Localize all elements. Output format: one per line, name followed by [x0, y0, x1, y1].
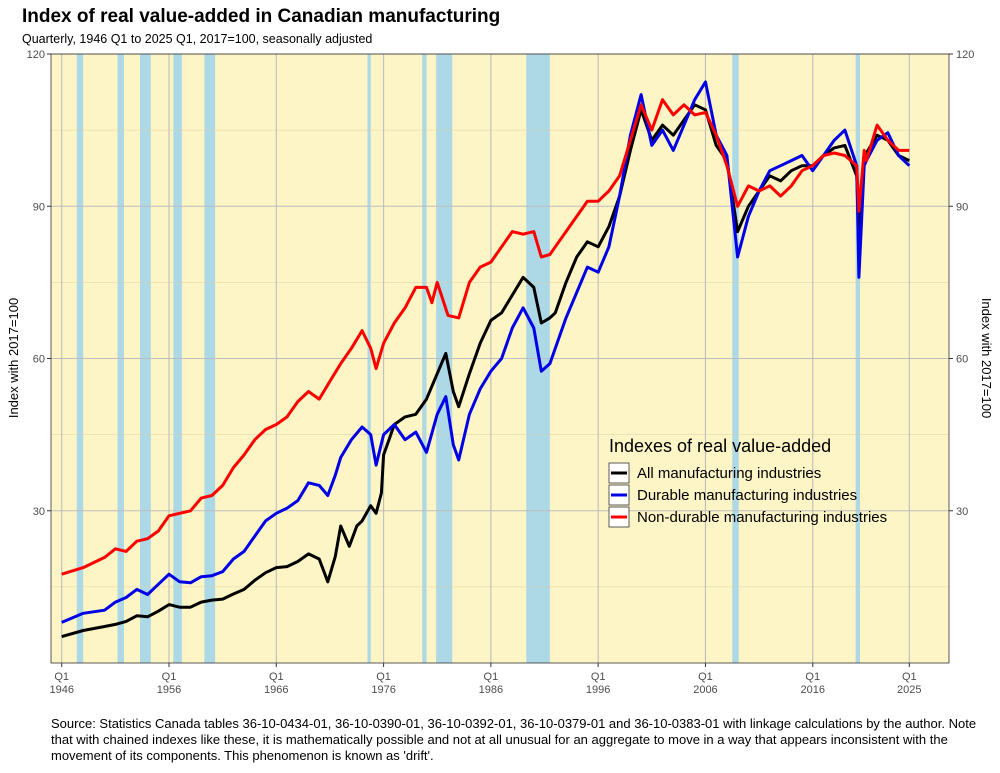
chart-subtitle: Quarterly, 1946 Q1 to 2025 Q1, 2017=100,… [22, 32, 373, 46]
series-line-2 [61, 80, 911, 624]
x-tick-label-quarter: Q1 [591, 671, 606, 683]
y-axis-title-left: Index with 2017=100 [6, 298, 21, 418]
legend: Indexes of real value-added All manufact… [608, 436, 887, 528]
x-tick-label-quarter: Q1 [698, 671, 713, 683]
x-tick-label-year: 2025 [897, 684, 921, 696]
x-tick-label-year: 1976 [371, 684, 395, 696]
x-tick-label-year: 1956 [157, 684, 181, 696]
series-line-1 [61, 103, 910, 639]
source-note: Source: Statistics Canada tables 36-10-0… [51, 716, 977, 763]
legend-label: Durable manufacturing industries [637, 487, 857, 504]
x-tick-label-quarter: Q1 [805, 671, 820, 683]
x-tick-label-quarter: Q1 [162, 671, 177, 683]
y-tick-label-right: 30 [956, 506, 968, 518]
x-tick-label-quarter: Q1 [269, 671, 284, 683]
y-tick-label-right: 120 [956, 49, 974, 61]
legend-label: Non-durable manufacturing industries [637, 509, 887, 526]
y-tick-label-right: 90 [956, 201, 968, 213]
y-tick-label-left: 120 [27, 49, 45, 61]
x-tick-label-quarter: Q1 [376, 671, 391, 683]
y-tick-label-left: 90 [33, 201, 45, 213]
x-tick-label-year: 1996 [586, 684, 610, 696]
x-tick-label-year: 1986 [479, 684, 503, 696]
chart-title: Index of real value-added in Canadian ma… [22, 6, 501, 27]
x-tick-label-year: 1966 [264, 684, 288, 696]
y-tick-label-left: 30 [33, 506, 45, 518]
y-tick-label-right: 60 [956, 354, 968, 366]
x-tick-label-quarter: Q1 [54, 671, 69, 683]
x-tick-label-quarter: Q1 [902, 671, 917, 683]
series-lines [61, 80, 911, 639]
series-line-3 [61, 98, 910, 576]
legend-title: Indexes of real value-added [609, 436, 831, 456]
y-axis-title-right: Index with 2017=100 [979, 298, 994, 418]
x-tick-label-quarter: Q1 [484, 671, 499, 683]
x-tick-label-year: 1946 [49, 684, 73, 696]
y-tick-label-left: 60 [33, 354, 45, 366]
x-tick-label-year: 2006 [693, 684, 717, 696]
legend-label: All manufacturing industries [637, 465, 821, 482]
x-tick-label-year: 2016 [801, 684, 825, 696]
